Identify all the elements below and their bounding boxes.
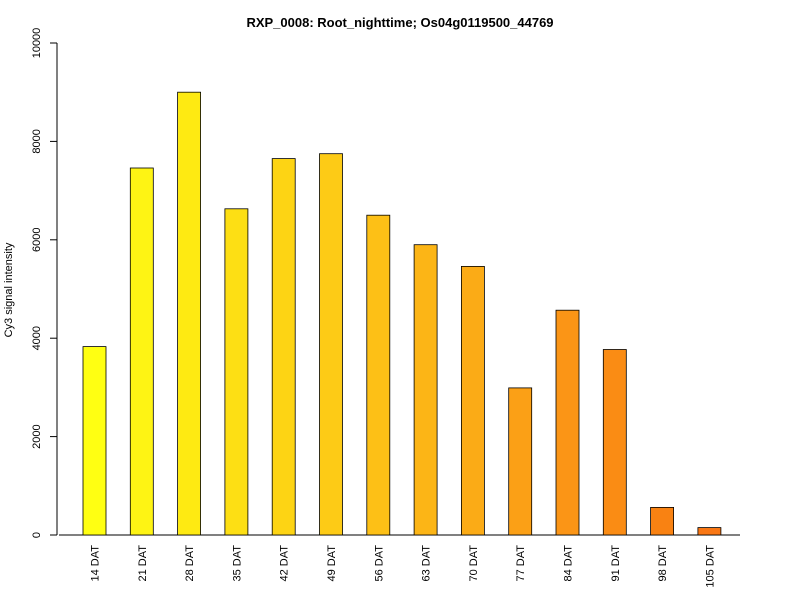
y-tick-label: 4000: [31, 326, 43, 350]
x-tick-label: 77 DAT: [515, 545, 527, 582]
chart-title: RXP_0008: Root_nighttime; Os04g0119500_4…: [246, 15, 553, 30]
bar-84-dat: [555, 309, 580, 536]
bar-63-dat: [413, 244, 438, 536]
x-tick-label: 70 DAT: [468, 545, 480, 582]
x-tick-label: 56 DAT: [373, 545, 385, 582]
bar-98-dat: [650, 506, 674, 536]
bar-42-dat: [271, 158, 296, 536]
bar-56-dat: [366, 214, 391, 536]
x-tick-label: 28 DAT: [184, 545, 196, 582]
y-tick-label: 2000: [31, 424, 43, 448]
y-axis-label: Cy3 signal intensity: [3, 242, 15, 337]
x-tick-label: 84 DAT: [563, 545, 575, 582]
y-tick-label: 6000: [31, 228, 43, 252]
x-tick-label: 98 DAT: [657, 545, 669, 582]
bar-28-dat: [177, 91, 202, 536]
bar-49-dat: [319, 153, 343, 536]
y-tick-label: 0: [31, 532, 43, 538]
x-tick-label: 42 DAT: [279, 545, 291, 582]
x-tick-label: 63 DAT: [421, 545, 433, 582]
x-tick-label: 49 DAT: [326, 545, 338, 582]
bar-91-dat: [602, 349, 627, 536]
bar-35-dat: [224, 208, 249, 536]
y-tick-label: 8000: [31, 129, 43, 153]
x-tick-label: 35 DAT: [231, 545, 243, 582]
x-axis: 14 DAT 21 DAT 28 DAT 35 DAT 42 DAT 49 DAT 56 D…: [59, 534, 740, 588]
x-tick-label: 21 DAT: [137, 545, 149, 582]
x-tick-label: 14 DAT: [90, 545, 102, 582]
x-tick-label: 105 DAT: [704, 545, 716, 588]
bar-21-dat: [129, 167, 154, 536]
bars: [82, 91, 722, 536]
x-tick-label: 91 DAT: [610, 545, 622, 582]
bar-105-dat: [697, 527, 722, 536]
bar-14-dat: [82, 346, 107, 536]
bar-70-dat: [460, 265, 485, 536]
y-tick-label: 10000: [31, 28, 43, 59]
bar-77-dat: [508, 387, 533, 536]
y-axis: 0 2000 4000 6000 8000 10000: [31, 28, 58, 538]
